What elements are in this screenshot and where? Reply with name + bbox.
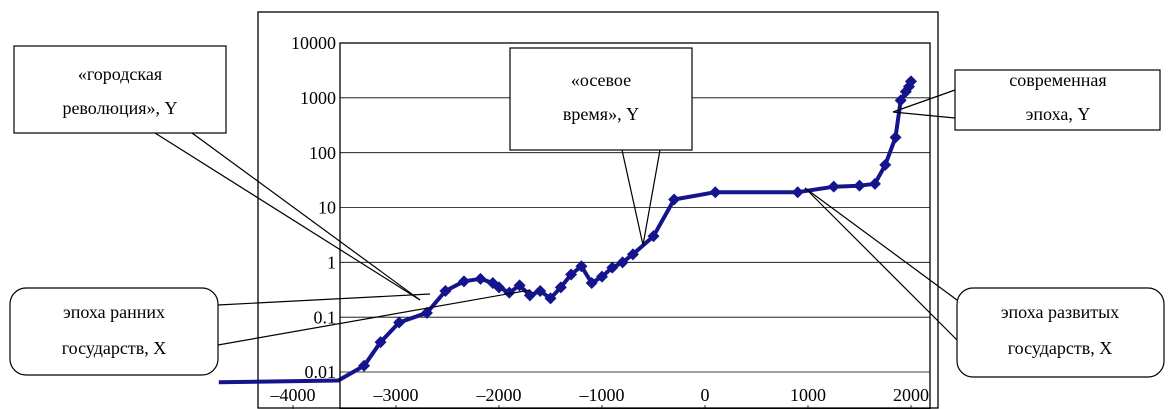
x-tick-label: 2000 <box>893 385 929 405</box>
annotation-text: эпоха ранних <box>63 302 165 322</box>
callout-box <box>509 47 693 151</box>
marker <box>853 179 866 192</box>
y-tick-label: 0.01 <box>305 362 337 382</box>
x-tick-label: 1000 <box>790 385 826 405</box>
callout-box <box>954 69 1161 131</box>
y-tick-label: 100 <box>309 143 336 163</box>
marker <box>879 158 892 171</box>
callout-box <box>13 45 227 134</box>
y-tick-label: 1 <box>327 252 336 272</box>
callouts: «городская революция», Y «осевое время», Y с… <box>9 45 1165 378</box>
marker <box>554 281 567 294</box>
pointer <box>892 89 956 113</box>
marker <box>606 261 619 274</box>
annotation-text: революция», Y <box>62 98 177 118</box>
pointer <box>642 149 661 246</box>
marker <box>474 272 487 285</box>
marker <box>647 230 660 243</box>
x-tick-label: –1000 <box>579 385 625 405</box>
marker <box>596 270 608 283</box>
marker <box>668 193 681 206</box>
marker <box>905 75 917 88</box>
annotation-text: эпоха, Y <box>1026 104 1091 124</box>
callout-bubble <box>9 287 219 376</box>
marker <box>791 186 804 199</box>
marker <box>889 131 902 144</box>
marker <box>709 186 722 199</box>
callout-bubble <box>956 287 1165 378</box>
annotation-text: государств, X <box>1008 338 1113 358</box>
marker <box>393 316 406 329</box>
pointer <box>217 293 431 306</box>
annotation-text: государств, X <box>62 338 167 358</box>
x-tick-label: 0 <box>701 385 710 405</box>
annotation-text: «осевое <box>571 70 631 90</box>
marker <box>827 180 840 193</box>
pointer <box>621 149 644 246</box>
marker <box>420 306 433 319</box>
marker <box>493 281 505 294</box>
marker <box>513 279 526 292</box>
pointer <box>804 187 958 341</box>
annotation-text: «городская <box>78 64 162 84</box>
y-tick-label: 1000 <box>300 88 336 108</box>
pointer <box>804 187 958 301</box>
marker <box>585 276 598 289</box>
marker <box>575 260 588 273</box>
marker <box>868 177 881 190</box>
marker <box>544 292 557 305</box>
x-tick-label: –3000 <box>373 385 419 405</box>
annotation-text: современная <box>1009 70 1106 90</box>
marker <box>565 268 578 281</box>
chart-frame <box>257 11 939 409</box>
marker <box>534 285 547 298</box>
pointer <box>217 289 531 346</box>
marker <box>616 256 629 269</box>
pointer <box>191 132 421 301</box>
y-tick-label: 10 <box>318 198 336 218</box>
plot-frame <box>339 42 931 409</box>
marker <box>358 359 371 372</box>
marker <box>374 336 387 349</box>
annotation-text: эпоха развитых <box>1001 302 1119 322</box>
marker <box>457 275 470 288</box>
x-tick-label: –4000 <box>270 385 316 405</box>
x-tick-label: –2000 <box>476 385 522 405</box>
marker <box>523 289 536 302</box>
pointer <box>154 132 421 301</box>
marker <box>503 286 516 299</box>
y-tick-label: 10000 <box>291 33 336 53</box>
y-tick-label: 0.1 <box>314 307 337 327</box>
marker <box>626 248 639 261</box>
pointer <box>892 111 956 119</box>
marker <box>439 285 452 298</box>
marker <box>894 94 907 107</box>
annotation-text: время», Y <box>563 104 639 124</box>
